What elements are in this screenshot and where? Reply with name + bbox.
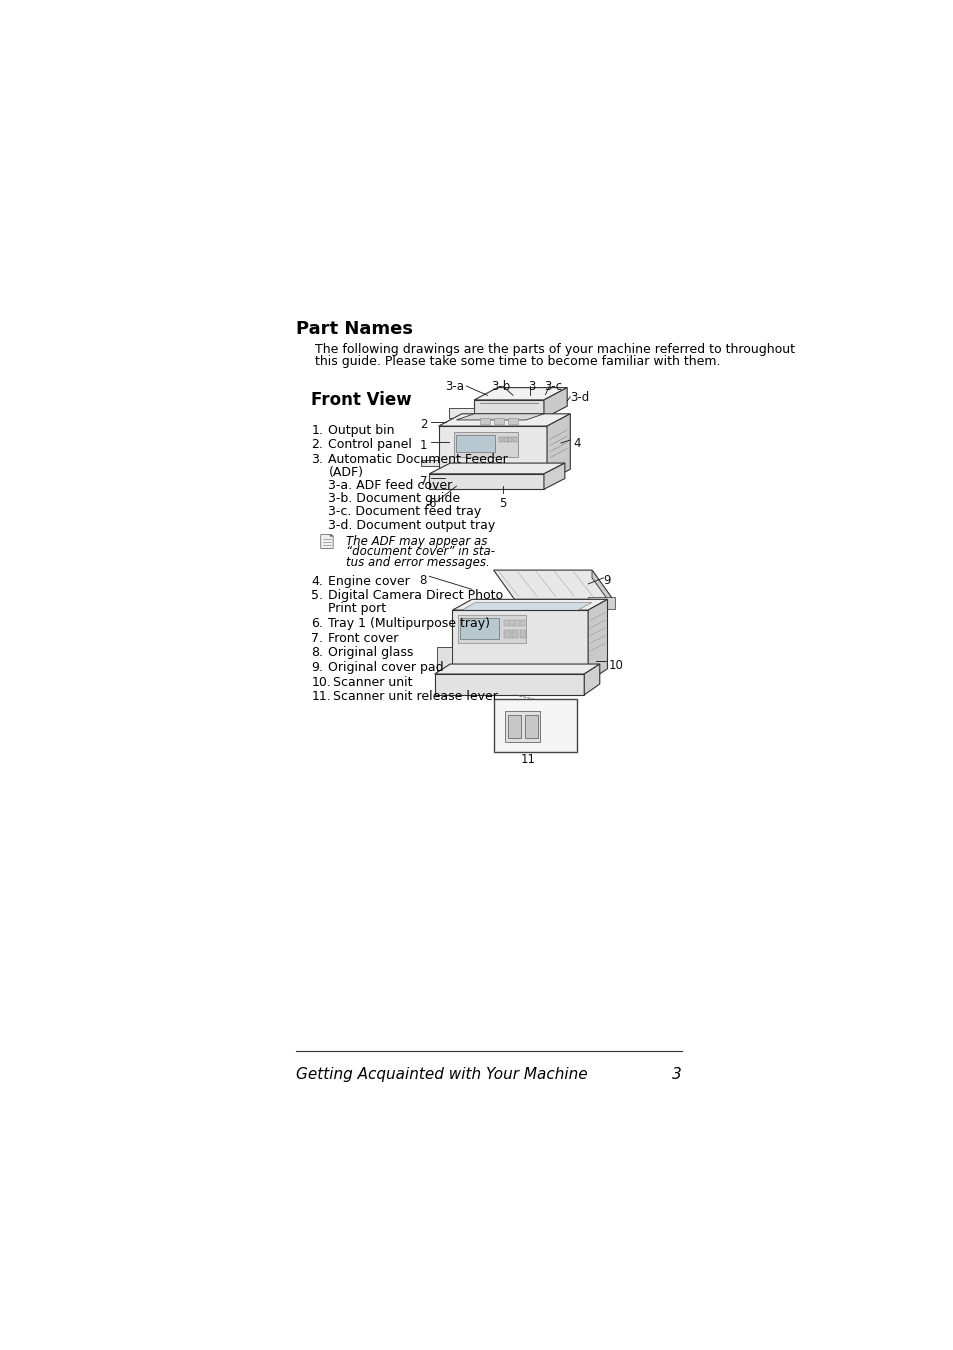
Text: 1.: 1. [311,424,323,437]
Polygon shape [493,570,612,599]
Polygon shape [438,414,570,427]
Text: Tray 1 (Multipurpose tray): Tray 1 (Multipurpose tray) [328,617,490,630]
Polygon shape [493,418,503,424]
Text: “document cover” in sta-: “document cover” in sta- [346,545,495,559]
Text: Front cover: Front cover [328,632,398,645]
Text: 3-b. Document guide: 3-b. Document guide [328,493,460,505]
Text: Part Names: Part Names [295,320,413,338]
Text: 5.: 5. [311,590,323,602]
Text: 6.: 6. [311,617,323,630]
Text: 3: 3 [672,1066,681,1081]
Polygon shape [504,620,509,625]
Text: 3-c. Document feed tray: 3-c. Document feed tray [328,505,481,518]
Polygon shape [507,716,520,738]
Polygon shape [587,599,607,682]
Polygon shape [543,463,564,489]
Polygon shape [519,630,525,637]
Text: 3-d: 3-d [570,390,589,404]
Polygon shape [456,435,495,452]
Text: Getting Acquainted with Your Machine: Getting Acquainted with Your Machine [295,1066,587,1081]
Polygon shape [479,418,489,424]
Polygon shape [474,400,543,418]
Text: (ADF): (ADF) [328,466,363,479]
Text: 5: 5 [498,497,506,510]
Polygon shape [421,460,438,466]
Text: 4: 4 [573,437,580,450]
Text: 1: 1 [419,439,427,452]
Polygon shape [507,418,517,424]
Text: 8: 8 [418,574,426,587]
Polygon shape [515,620,519,625]
Polygon shape [435,674,583,695]
Polygon shape [429,474,543,489]
Text: Scanner unit release lever: Scanner unit release lever [333,690,497,703]
Text: 2: 2 [419,418,427,432]
Polygon shape [504,630,510,637]
Text: 9.: 9. [311,662,323,674]
Text: 10.: 10. [311,675,331,688]
Text: 11.: 11. [311,690,331,703]
Polygon shape [587,597,615,609]
Text: 8.: 8. [311,647,323,659]
Text: 2.: 2. [311,439,323,451]
Text: 9: 9 [603,574,611,587]
Polygon shape [452,599,607,610]
Text: 4.: 4. [311,575,323,587]
Polygon shape [509,620,514,625]
Polygon shape [512,630,517,637]
Text: 3-d. Document output tray: 3-d. Document output tray [328,518,496,532]
Text: Digital Camera Direct Photo: Digital Camera Direct Photo [328,590,503,602]
Text: 3-a. ADF feed cover: 3-a. ADF feed cover [328,479,453,493]
Text: Front View: Front View [311,390,412,409]
Polygon shape [452,610,587,682]
Polygon shape [330,535,333,536]
Polygon shape [592,570,612,608]
Text: 7.: 7. [311,632,323,645]
Polygon shape [583,664,599,695]
Text: Original cover pad: Original cover pad [328,662,444,674]
Text: 10: 10 [608,659,622,672]
Polygon shape [546,414,570,482]
Polygon shape [459,618,498,640]
Polygon shape [474,387,567,400]
Polygon shape [543,387,567,418]
Text: tus and error messages.: tus and error messages. [346,556,490,570]
Polygon shape [436,647,452,682]
Polygon shape [520,620,525,625]
Text: 3.: 3. [311,454,323,466]
Text: The ADF may appear as: The ADF may appear as [346,535,487,548]
Text: Original glass: Original glass [328,647,414,659]
Polygon shape [498,437,502,441]
Text: Engine cover: Engine cover [328,575,410,587]
Text: 7: 7 [419,475,427,489]
Text: 3-b: 3-b [491,379,510,393]
Polygon shape [456,414,543,420]
Text: 11: 11 [520,753,536,767]
Polygon shape [493,699,577,752]
Text: Output bin: Output bin [328,424,395,437]
Text: Control panel: Control panel [328,439,412,451]
Text: 3-a: 3-a [444,379,463,393]
Text: Scanner unit: Scanner unit [333,675,413,688]
Polygon shape [508,437,512,441]
Polygon shape [454,432,517,456]
Polygon shape [524,716,537,738]
Text: Print port: Print port [328,602,386,616]
Polygon shape [457,614,525,643]
Polygon shape [448,408,474,418]
Polygon shape [429,463,564,474]
Polygon shape [438,427,546,482]
Polygon shape [459,602,592,612]
Polygon shape [435,664,599,674]
Polygon shape [320,535,333,548]
Polygon shape [513,437,517,441]
Text: this guide. Please take some time to become familiar with them.: this guide. Please take some time to bec… [315,355,720,367]
Text: 3: 3 [527,379,535,393]
Text: 6: 6 [427,497,435,510]
Text: The following drawings are the parts of your machine referred to throughout: The following drawings are the parts of … [315,343,795,356]
Polygon shape [503,437,507,441]
Polygon shape [505,711,539,741]
Text: Automatic Document Feeder: Automatic Document Feeder [328,454,508,466]
Text: 3-c: 3-c [543,379,561,393]
